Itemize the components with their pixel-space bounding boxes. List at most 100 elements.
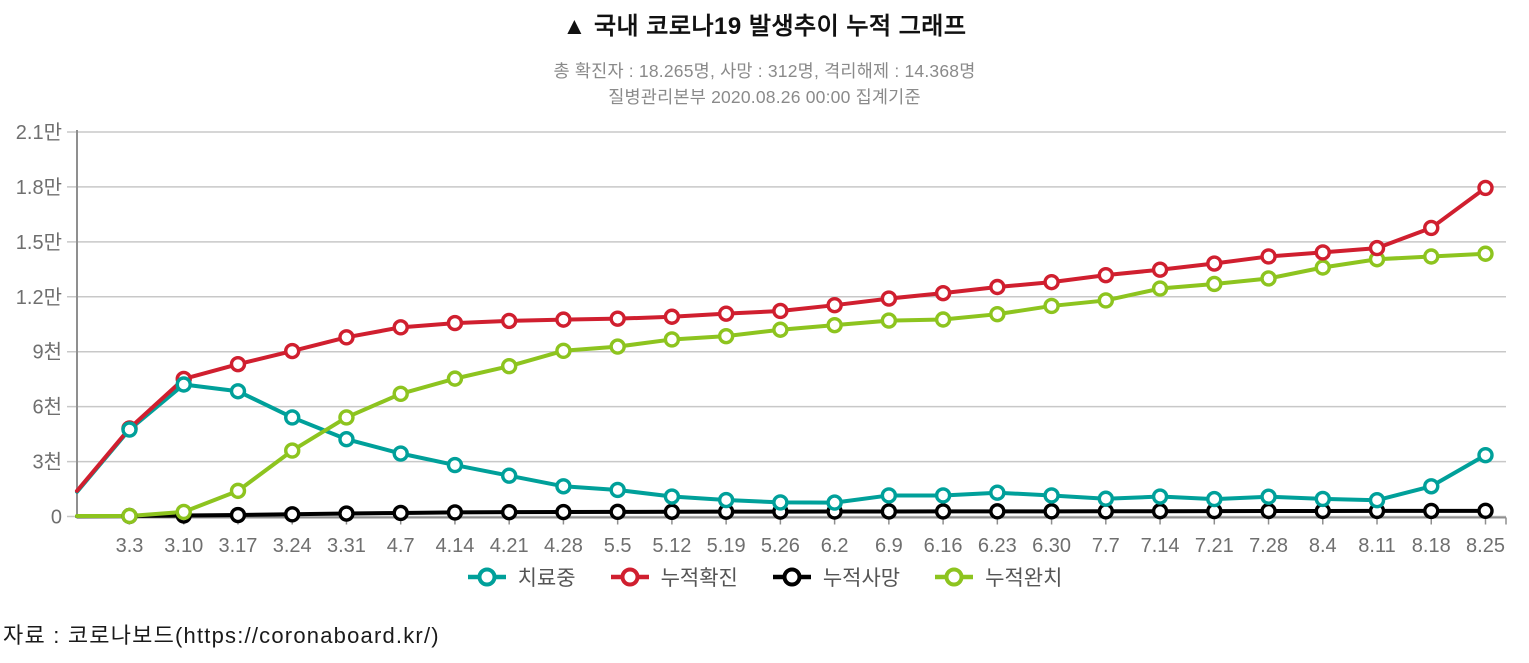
- marker-cum-confirmed: [609, 310, 626, 327]
- x-tick-label: 6.16: [924, 535, 963, 557]
- marker-in-treatment: [555, 478, 572, 495]
- y-tick-label: 1.8만: [16, 176, 62, 199]
- marker-cum-confirmed: [392, 319, 409, 336]
- legend-marker-in-treatment: [467, 567, 506, 587]
- marker-in-treatment: [609, 481, 626, 499]
- y-tick-label: 9천: [32, 341, 62, 364]
- marker-in-treatment: [338, 431, 355, 448]
- marker-cum-deaths: [1477, 502, 1494, 520]
- chart-subtitle-totals: 총 확진자 : 18.265명, 사망 : 312명, 격리해제 : 14.36…: [553, 61, 976, 81]
- marker-cum-recovered: [175, 503, 192, 521]
- marker-in-treatment: [229, 383, 247, 400]
- marker-in-treatment: [1368, 492, 1386, 509]
- y-tick-label: 6천: [32, 396, 62, 419]
- legend-label-cum-recovered: 누적완치: [985, 567, 1063, 590]
- marker-cum-deaths: [934, 503, 952, 520]
- marker-in-treatment: [826, 494, 843, 511]
- marker-cum-confirmed: [1043, 273, 1060, 291]
- legend-item-cum-deaths[interactable]: 누적사망: [772, 562, 900, 592]
- marker-cum-confirmed: [1097, 266, 1115, 284]
- marker-cum-recovered: [989, 305, 1006, 323]
- marker-in-treatment: [1477, 446, 1494, 464]
- marker-cum-confirmed: [338, 329, 355, 346]
- marker-cum-recovered: [1097, 292, 1115, 309]
- marker-cum-recovered: [1260, 270, 1277, 287]
- marker-cum-confirmed: [284, 342, 301, 360]
- x-tick-label: 6.2: [821, 535, 849, 557]
- marker-cum-deaths: [1151, 503, 1169, 520]
- marker-cum-deaths: [392, 504, 409, 522]
- legend-item-cum-recovered[interactable]: 누적완치: [934, 562, 1062, 592]
- marker-cum-confirmed: [1314, 244, 1331, 261]
- marker-cum-recovered: [663, 331, 681, 348]
- marker-cum-recovered: [772, 321, 789, 338]
- marker-cum-recovered: [1206, 275, 1223, 293]
- legend-item-in-treatment[interactable]: 치료중: [467, 562, 576, 592]
- marker-in-treatment: [1423, 478, 1440, 495]
- marker-cum-deaths: [1043, 503, 1060, 520]
- legend-item-cum-confirmed[interactable]: 누적확진: [610, 562, 738, 592]
- marker-cum-recovered: [1043, 297, 1060, 315]
- marker-cum-recovered: [826, 316, 843, 334]
- x-tick-label: 6.23: [978, 535, 1017, 557]
- legend-label-cum-deaths: 누적사망: [822, 567, 901, 590]
- x-tick-label: 3.24: [273, 535, 312, 557]
- marker-cum-recovered: [500, 357, 518, 375]
- marker-cum-confirmed: [772, 302, 789, 320]
- marker-in-treatment: [446, 456, 464, 474]
- series-line-cum-recovered: [75, 251, 1488, 519]
- x-tick-label: 8.18: [1412, 535, 1451, 557]
- marker-in-treatment: [1314, 490, 1331, 508]
- x-tick-label: 7.14: [1141, 535, 1180, 557]
- x-tick-label: 6.30: [1032, 535, 1071, 557]
- marker-cum-recovered: [1477, 245, 1494, 262]
- legend-marker-cum-confirmed: [610, 567, 649, 587]
- x-tick-label: 7.21: [1195, 535, 1234, 557]
- marker-in-treatment: [1151, 488, 1169, 505]
- x-tick-label: 5.26: [761, 535, 800, 557]
- legend-marker-cum-deaths: [772, 567, 811, 587]
- marker-cum-deaths: [229, 506, 247, 524]
- x-tick-label: 5.5: [604, 535, 632, 557]
- x-tick-label: 7.28: [1249, 535, 1288, 557]
- marker-cum-deaths: [284, 506, 301, 523]
- y-tick-label: 0: [51, 507, 62, 529]
- marker-in-treatment: [500, 467, 518, 484]
- legend-label-cum-confirmed: 누적확진: [660, 567, 738, 590]
- x-tick-label: 3.10: [164, 535, 203, 557]
- marker-cum-deaths: [555, 503, 572, 521]
- marker-cum-confirmed: [1368, 239, 1386, 257]
- marker-cum-confirmed: [229, 355, 247, 373]
- marker-cum-confirmed: [1206, 255, 1223, 272]
- marker-in-treatment: [1206, 490, 1223, 508]
- marker-cum-recovered: [1151, 280, 1169, 297]
- source-note: 자료 : 코로나보드(https://coronaboard.kr/): [3, 623, 440, 648]
- marker-cum-recovered: [338, 409, 355, 426]
- x-tick-label: 4.7: [387, 535, 415, 557]
- marker-cum-confirmed: [663, 308, 681, 325]
- x-tick-label: 3.17: [219, 535, 258, 557]
- marker-cum-deaths: [446, 504, 464, 521]
- marker-in-treatment: [934, 487, 952, 504]
- marker-in-treatment: [880, 487, 898, 504]
- marker-cum-confirmed: [555, 311, 572, 328]
- y-tick-label: 1.5만: [16, 231, 62, 254]
- marker-in-treatment: [284, 409, 301, 426]
- marker-cum-recovered: [555, 342, 572, 359]
- marker-cum-confirmed: [1423, 219, 1440, 237]
- marker-cum-confirmed: [717, 305, 735, 322]
- x-tick-label: 5.12: [652, 535, 691, 557]
- legend-marker-cum-recovered: [935, 567, 974, 587]
- x-tick-label: 8.4: [1309, 535, 1337, 557]
- y-tick-label: 1.2만: [16, 286, 62, 309]
- y-tick-label: 3천: [32, 451, 62, 474]
- x-tick-label: 8.11: [1358, 535, 1395, 557]
- chart-title: ▲ 국내 코로나19 발생추이 누적 그래프: [562, 13, 967, 40]
- marker-in-treatment: [717, 491, 735, 509]
- marker-cum-recovered: [934, 311, 952, 328]
- x-tick-label: 6.9: [875, 535, 903, 557]
- x-tick-label: 8.25: [1466, 535, 1505, 557]
- marker-cum-recovered: [609, 338, 626, 355]
